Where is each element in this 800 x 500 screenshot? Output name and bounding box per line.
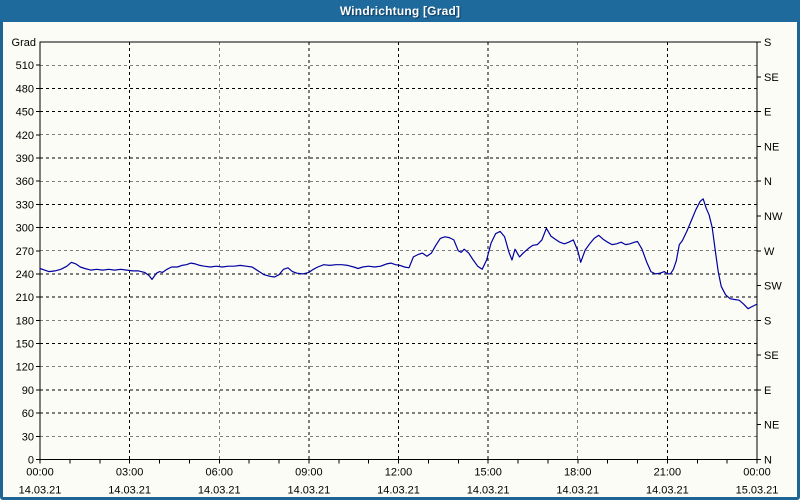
x-time-label: 09:00: [295, 467, 323, 479]
y-left-tick-label: 300: [16, 223, 34, 235]
y-right-tick-label: S: [764, 37, 771, 49]
x-date-label: 14.03.21: [377, 485, 420, 497]
series-line-windrichtung: [39, 198, 758, 310]
x-date-label: 14.03.21: [287, 485, 330, 497]
y-right-tick-label: W: [764, 246, 775, 258]
y-left-tick-label: 270: [16, 246, 34, 258]
x-time-label: 00:00: [26, 467, 54, 479]
x-date-label: 14.03.21: [467, 485, 510, 497]
axis-label-layer: 0 30 60 90 120 150 180 210 240 270 300 330 360 390 420…: [12, 37, 783, 497]
x-time-label: 06:00: [205, 467, 233, 479]
y-left-tick-label: 480: [16, 83, 34, 95]
y-right-tick-label: NE: [764, 141, 779, 153]
y-left-tick-label: 60: [22, 408, 34, 420]
y-left-axis-unit: Grad: [12, 37, 36, 49]
y-left-tick-label: 240: [16, 269, 34, 281]
y-left-tick-label: 0: [28, 455, 34, 467]
series-layer: [39, 198, 758, 310]
x-time-label: 00:00: [743, 467, 771, 479]
y-left-tick-label: 90: [22, 385, 34, 397]
y-left-tick-label: 390: [16, 153, 34, 165]
y-left-tick-label: 450: [16, 107, 34, 119]
x-time-label: 21:00: [654, 467, 682, 479]
y-right-tick-label: SE: [764, 350, 779, 362]
y-left-tick-label: 150: [16, 339, 34, 351]
x-date-label: 14.03.21: [198, 485, 241, 497]
y-right-tick-label: S: [764, 315, 771, 327]
y-right-tick-label: NW: [764, 211, 783, 223]
x-time-label: 18:00: [564, 467, 592, 479]
x-date-label: 14.03.21: [646, 485, 689, 497]
x-date-label: 14.03.21: [108, 485, 151, 497]
y-left-tick-label: 120: [16, 362, 34, 374]
y-right-tick-label: SE: [764, 72, 779, 84]
y-left-tick-label: 180: [16, 315, 34, 327]
axis-layer: [36, 41, 761, 464]
y-left-tick-label: 420: [16, 130, 34, 142]
y-right-tick-label: SW: [764, 281, 782, 293]
y-right-tick-label: N: [764, 176, 772, 188]
x-date-label: 15.03.21: [736, 485, 779, 497]
y-left-tick-label: 30: [22, 431, 34, 443]
window-title-bar: Windrichtung [Grad]: [0, 0, 800, 22]
x-time-label: 12:00: [385, 467, 413, 479]
y-right-tick-label: N: [764, 455, 772, 467]
y-left-tick-label: 360: [16, 176, 34, 188]
y-left-tick-label: 210: [16, 292, 34, 304]
y-right-tick-label: E: [764, 385, 771, 397]
y-right-tick-label: NE: [764, 420, 779, 432]
y-left-tick-label: 510: [16, 60, 34, 72]
x-time-label: 03:00: [116, 467, 144, 479]
x-date-label: 14.03.21: [19, 485, 62, 497]
grid-layer: [40, 42, 757, 460]
x-date-label: 14.03.21: [556, 485, 599, 497]
y-left-tick-label: 330: [16, 199, 34, 211]
x-time-label: 15:00: [474, 467, 502, 479]
y-right-tick-label: E: [764, 107, 771, 119]
window-title: Windrichtung [Grad]: [339, 4, 461, 18]
